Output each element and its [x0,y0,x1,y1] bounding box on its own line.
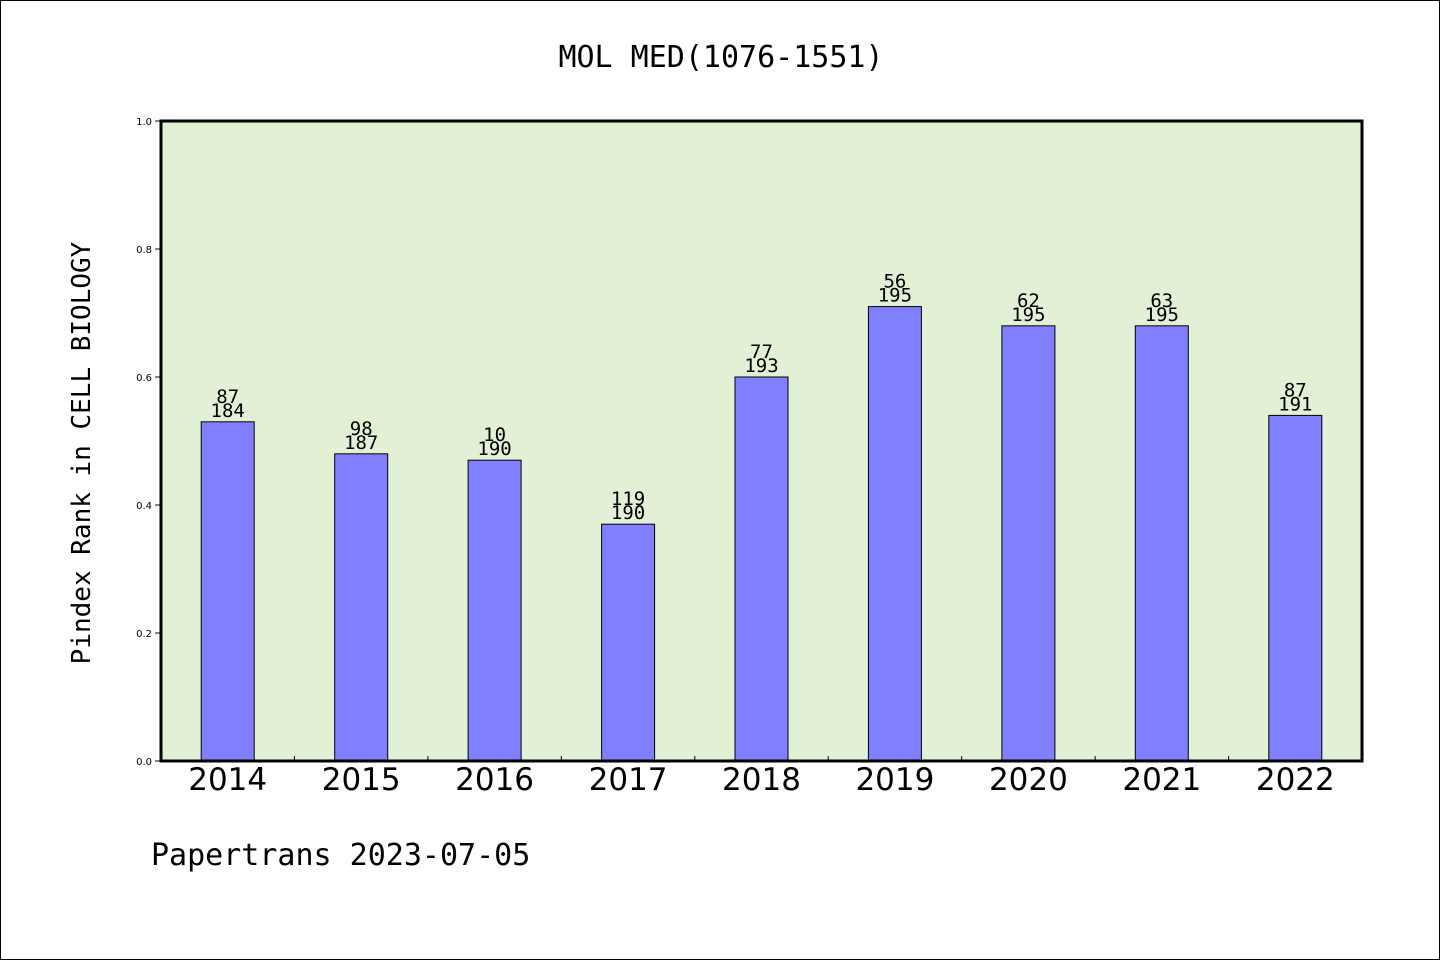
y-tick-label-0.6: 0.6 [136,373,152,384]
total-label-2018: 193 [744,355,778,377]
bar-2018 [734,376,789,762]
y-axis-ticks: 0.0 0.2 0.4 0.6 0.8 1.0 [136,117,161,768]
x-tick-label-2016: 2016 [455,762,534,798]
x-tick-label-2021: 2021 [1122,762,1201,798]
total-label-2017: 190 [611,502,645,524]
rank-label-2017: 119 [611,488,645,510]
chart-title: MOL MED(1076-1551) [558,40,883,75]
bar-2019 [867,306,922,762]
y-axis-label: Pindex Rank in CELL BIOLOGY [67,241,97,664]
x-tick-label-2020: 2020 [989,762,1068,798]
bars-group [200,306,1323,762]
total-label-2016: 190 [477,438,511,460]
total-label-2019: 195 [878,285,912,307]
x-tick-label-2022: 2022 [1256,762,1335,798]
bar-2017 [601,523,656,762]
bar-2022 [1268,414,1323,762]
x-tick-label-2014: 2014 [188,762,267,798]
bar-2015 [334,453,389,762]
rank-label-2015: 98 [350,418,373,440]
x-axis-ticks: 2014 2015 2016 2017 2018 2019 2020 2021 2022 [188,756,1335,798]
bar-2016 [467,459,522,762]
total-label-2021: 195 [1145,304,1179,326]
rank-label-2019: 56 [883,271,906,293]
y-tick-label-0.2: 0.2 [136,629,152,640]
rank-label-2022: 87 [1284,379,1307,401]
rank-label-2021: 63 [1150,290,1173,312]
plot-border [159,119,1364,763]
y-tick-label-0.8: 0.8 [136,245,152,256]
x-tick-label-2019: 2019 [855,762,934,798]
total-label-2015: 187 [344,432,378,454]
x-tick-label-2015: 2015 [322,762,401,798]
y-tick-label-1.0: 1.0 [136,117,152,128]
rank-label-2018: 77 [750,341,773,363]
rank-label-2016: 10 [483,424,506,446]
footer-text: Papertrans 2023-07-05 [151,838,530,873]
rank-label-2014: 87 [216,386,239,408]
bar-2021 [1134,325,1189,762]
bar-2014 [200,421,255,762]
bar-2020 [1001,325,1056,762]
x-tick-label-2018: 2018 [722,762,801,798]
x-tick-label-2017: 2017 [589,762,668,798]
total-label-2022: 191 [1278,393,1312,415]
y-tick-label-0.0: 0.0 [136,757,152,768]
total-label-2014: 184 [211,400,245,422]
rank-label-2020: 62 [1017,290,1040,312]
y-tick-label-0.4: 0.4 [136,501,152,512]
total-label-2020: 195 [1011,304,1045,326]
